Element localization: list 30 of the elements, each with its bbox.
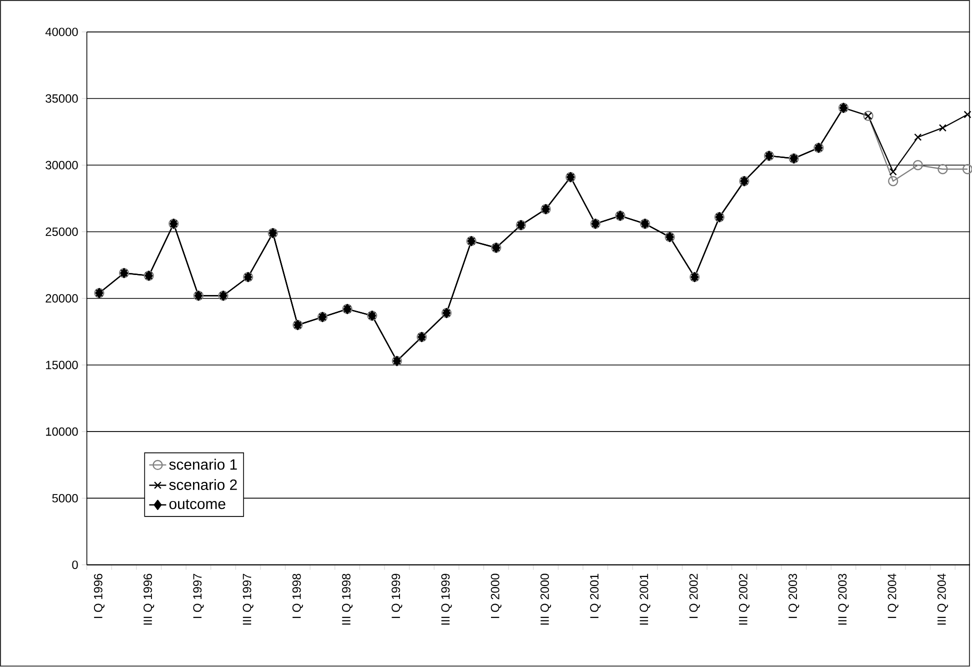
y-tick-label: 10000 [46,428,78,436]
x-tick-label: III Q 2004 [937,574,948,625]
legend-label: scenario 2 [169,479,237,490]
x-tick-label: I Q 2000 [490,574,502,618]
y-tick-label: 15000 [46,360,78,370]
x-tick-label: III Q 1999 [441,574,452,625]
legend-label: scenario 1 [169,459,237,470]
x-tick-label: I Q 2004 [888,574,898,618]
x-tick-label: III Q 1998 [342,574,353,625]
x-tick-label: I Q 2001 [590,574,601,618]
x-tick-label: I Q 2003 [788,574,800,618]
x-tick-label: I Q 2002 [689,574,700,618]
x-tick-label: I Q 1998 [292,574,303,618]
y-tick-label: 0 [72,560,78,570]
x-tick-label: III Q 2000 [540,574,552,625]
x-tick-label: III Q 1997 [242,574,254,625]
x-tick-label: I Q 1996 [94,574,105,618]
x-tick-label: III Q 2002 [738,574,750,625]
y-tick-label: 30000 [46,161,78,170]
x-tick-label: III Q 2003 [838,574,849,625]
y-tick-label: 35000 [46,94,78,103]
x-tick-label: III Q 1996 [144,574,154,625]
y-tick-label: 5000 [52,494,78,503]
y-tick-label: 25000 [46,228,78,236]
y-tick-label: 40000 [45,28,78,36]
x-tick-label: III Q 2001 [640,574,650,625]
y-tick-label: 20000 [46,294,78,303]
x-tick-label: I Q 1999 [392,574,402,618]
legend-label: outcome [169,500,226,510]
x-tick-label: I Q 1997 [193,574,204,618]
